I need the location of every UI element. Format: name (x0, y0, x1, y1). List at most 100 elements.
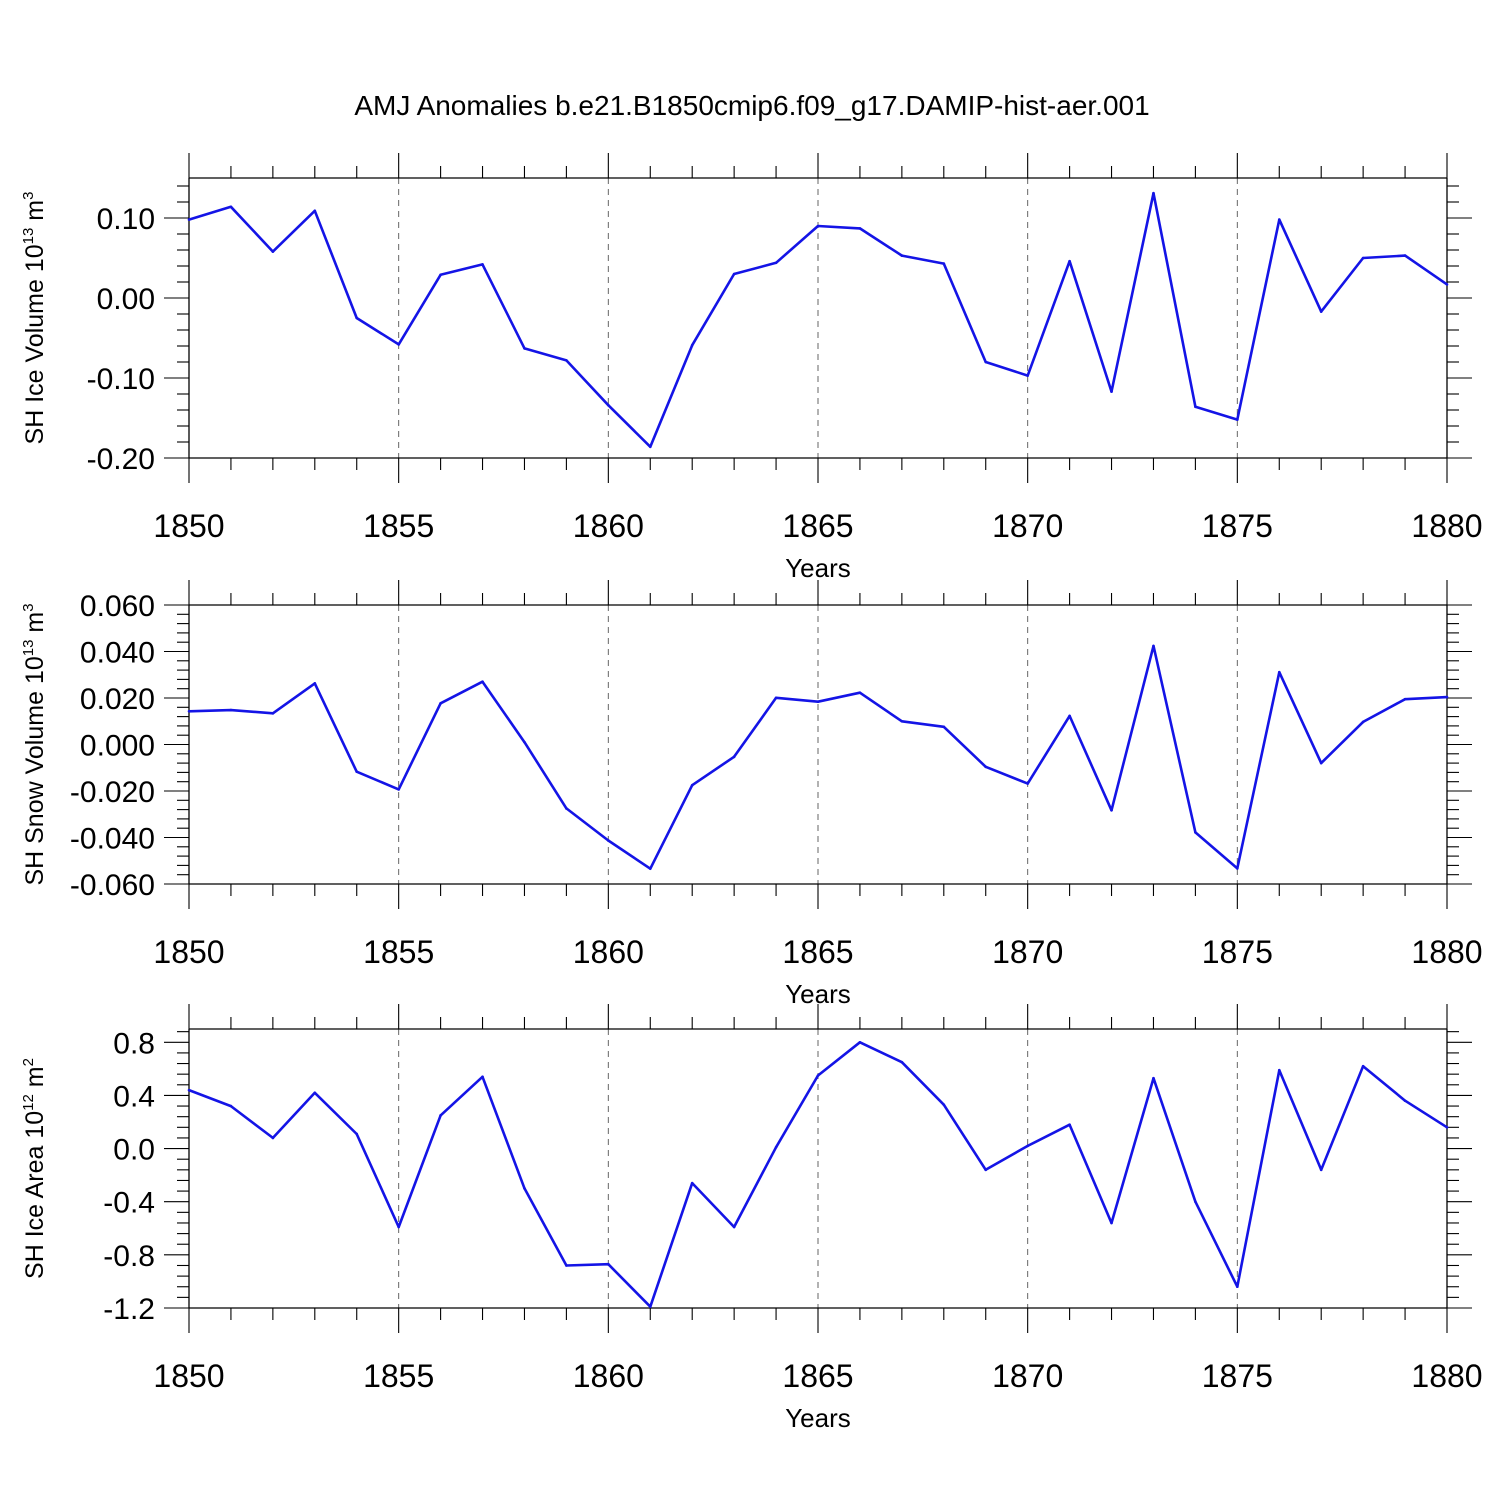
y-tick-label: 0.060 (80, 590, 155, 623)
data-point (1236, 418, 1239, 421)
data-point (1361, 1064, 1365, 1068)
data-point (984, 765, 988, 769)
data-point (355, 1132, 359, 1136)
x-tick-label: 1880 (1411, 1358, 1482, 1394)
data-point (1194, 831, 1197, 834)
x-tick-label: 1860 (573, 1358, 644, 1394)
x-tick-label: 1850 (153, 1358, 224, 1394)
data-point (439, 273, 442, 277)
x-tick-label: 1860 (573, 508, 644, 544)
x-tick-label: 1850 (153, 934, 224, 970)
data-point (774, 696, 778, 700)
data-point (1319, 310, 1323, 313)
y-tick-label: -0.020 (70, 776, 155, 809)
data-point (942, 262, 946, 265)
data-point (858, 227, 862, 230)
data-point (1068, 259, 1071, 263)
y-tick-label: 0.8 (113, 1027, 155, 1060)
x-tick-label: 1875 (1202, 1358, 1273, 1394)
series-line (188, 191, 1448, 449)
data-point (690, 343, 694, 347)
data-point (313, 209, 317, 213)
x-tick-label: 1870 (992, 934, 1063, 970)
data-point (1026, 1144, 1029, 1148)
y-label-unit-exponent: 2 (20, 1058, 37, 1066)
data-point (648, 1305, 652, 1308)
y-label-exponent: 13 (20, 640, 37, 657)
data-point (858, 691, 862, 694)
data-point (355, 770, 359, 774)
data-point (481, 263, 484, 266)
x-tick-label: 1870 (992, 508, 1063, 544)
chart-title: AMJ Anomalies b.e21.B1850cmip6.f09_g17.D… (354, 90, 1149, 121)
data-point (1236, 867, 1239, 870)
data-point (607, 839, 610, 842)
y-label-unit: m (21, 200, 49, 228)
data-point (481, 1075, 484, 1079)
data-point (565, 1264, 568, 1267)
data-point (858, 1040, 862, 1044)
data-point (1403, 1099, 1407, 1103)
data-point (690, 783, 694, 787)
data-point (1026, 782, 1029, 785)
data-point (607, 1262, 610, 1266)
data-point (1319, 1168, 1323, 1172)
data-point (900, 719, 904, 723)
data-point (1277, 670, 1281, 674)
data-point (523, 740, 526, 744)
y-label-unit: m (21, 1066, 49, 1094)
data-point (481, 680, 484, 684)
x-tick-label: 1855 (363, 508, 434, 544)
y-tick-label: -0.4 (103, 1187, 155, 1220)
data-point (187, 218, 191, 221)
y-label-unit: m (21, 612, 49, 640)
y-label-exponent: 12 (20, 1094, 37, 1111)
data-point (1236, 1285, 1239, 1289)
data-point (1277, 1068, 1281, 1072)
data-point (816, 224, 820, 228)
x-tick-label: 1865 (782, 934, 853, 970)
data-point (690, 1181, 694, 1185)
y-axis-label: SH Snow Volume 1013 m3 (20, 603, 49, 885)
data-point (397, 343, 400, 346)
y-tick-label: 0.020 (80, 683, 155, 716)
y-label-text: SH Ice Area 10 (21, 1111, 49, 1279)
data-point (1152, 1076, 1155, 1080)
data-point (1152, 644, 1155, 648)
data-point (397, 788, 400, 791)
data-point (942, 1103, 946, 1107)
y-label-unit-exponent: 3 (20, 603, 37, 611)
y-tick-label: -0.8 (103, 1240, 155, 1273)
data-point (313, 682, 317, 685)
x-tick-label: 1860 (573, 934, 644, 970)
y-tick-label: -0.20 (87, 443, 155, 476)
data-point (732, 272, 736, 276)
data-point (187, 709, 191, 713)
data-point (439, 1114, 442, 1117)
data-point (1152, 191, 1155, 195)
data-point (313, 1091, 317, 1095)
series-line (188, 644, 1448, 871)
data-point (607, 403, 610, 407)
x-tick-label: 1865 (782, 1358, 853, 1394)
data-point (984, 1168, 988, 1172)
data-point (229, 205, 233, 209)
y-label-exponent: 13 (20, 228, 37, 245)
data-point (900, 1060, 904, 1064)
data-point (523, 347, 526, 350)
x-axis-label: Years (785, 1403, 851, 1433)
data-point (523, 1187, 526, 1190)
x-tick-label: 1875 (1202, 934, 1273, 970)
data-point (271, 250, 275, 253)
data-point (271, 1136, 275, 1140)
data-point (1110, 808, 1113, 812)
x-tick-label: 1865 (782, 508, 853, 544)
data-point (397, 1225, 400, 1229)
data-point (774, 261, 778, 265)
x-tick-label: 1875 (1202, 508, 1273, 544)
data-point (984, 360, 988, 364)
data-point (1110, 1221, 1113, 1225)
x-tick-label: 1855 (363, 1358, 434, 1394)
data-point (648, 867, 652, 870)
panels: 1850 1855 1860 1865 1870 1875 1880 Years -0.20 -0… (20, 153, 1483, 1433)
